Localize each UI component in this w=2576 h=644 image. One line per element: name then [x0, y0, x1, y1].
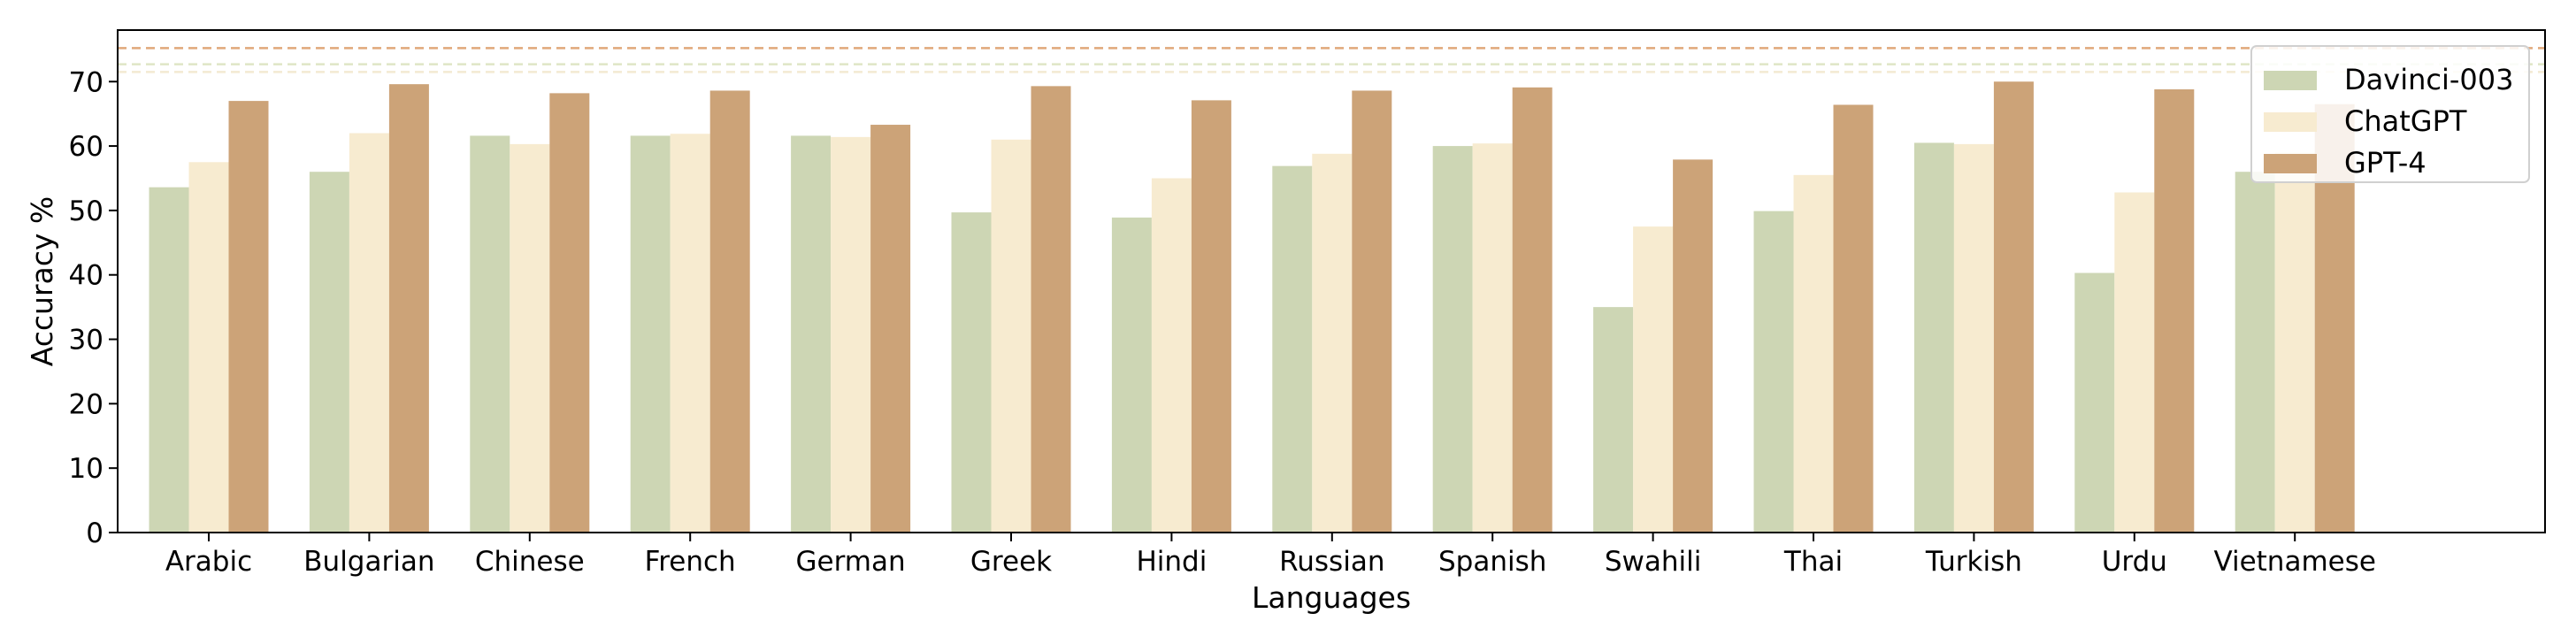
bar-chatgpt-turkish	[1953, 143, 1994, 533]
bar-davinci-003-vietnamese	[2235, 172, 2275, 533]
bar-gpt-4-french	[709, 90, 750, 533]
y-tick-label: 0	[86, 518, 104, 549]
x-tick-label: Thai	[1783, 546, 1843, 578]
x-tick-label: Urdu	[2102, 546, 2167, 578]
bar-chatgpt-spanish	[1472, 143, 1513, 533]
bar-gpt-4-spanish	[1512, 87, 1552, 533]
bar-gpt-4-urdu	[2154, 88, 2195, 533]
bar-chatgpt-russian	[1312, 153, 1353, 533]
y-tick-label: 30	[69, 325, 104, 356]
legend-box	[2250, 45, 2530, 183]
x-tick-label: Turkish	[1925, 546, 2022, 578]
y-tick-label: 10	[69, 453, 104, 485]
y-tick-label: 20	[69, 388, 104, 420]
x-tick-label: Chinese	[475, 546, 585, 578]
bar-chatgpt-vietnamese	[2274, 152, 2315, 533]
bar-gpt-4-hindi	[1191, 100, 1231, 533]
bar-chatgpt-hindi	[1151, 178, 1192, 533]
x-axis-label: Languages	[1252, 580, 1411, 615]
bar-gpt-4-german	[870, 125, 911, 533]
bar-gpt-4-russian	[1352, 90, 1392, 533]
bar-chatgpt-thai	[1793, 174, 1834, 533]
y-axis-label: Accuracy %	[25, 196, 59, 367]
y-tick-label: 60	[69, 131, 104, 163]
bar-gpt-4-chinese	[549, 93, 590, 533]
bar-chatgpt-french	[670, 134, 710, 533]
bar-davinci-003-french	[630, 135, 671, 533]
legend: Davinci-003 ChatGPT GPT-4	[2250, 45, 2530, 183]
x-tick-label: Bulgarian	[303, 546, 434, 578]
x-tick-label: German	[796, 546, 906, 578]
x-tick-label: Hindi	[1136, 546, 1207, 578]
x-tick-label: Spanish	[1438, 546, 1546, 578]
bar-chatgpt-chinese	[510, 143, 550, 533]
bar-gpt-4-arabic	[228, 101, 269, 533]
bar-chatgpt-swahili	[1633, 226, 1674, 533]
legend-swatch	[2264, 154, 2317, 173]
bar-chatgpt-arabic	[188, 162, 229, 533]
y-tick-label: 40	[69, 260, 104, 292]
bar-davinci-003-hindi	[1111, 217, 1152, 533]
bar-davinci-003-bulgarian	[309, 172, 349, 533]
bar-gpt-4-swahili	[1673, 159, 1714, 533]
bar-davinci-003-russian	[1272, 165, 1313, 533]
x-tick-label: Vietnamese	[2213, 546, 2376, 578]
bar-gpt-4-bulgarian	[388, 84, 429, 533]
bar-chatgpt-greek	[991, 139, 1031, 533]
x-tick-label: French	[645, 546, 736, 578]
bar-chatgpt-urdu	[2114, 192, 2155, 533]
bar-chatgpt-bulgarian	[349, 133, 389, 533]
x-axis: Arabic Bulgarian Chinese French German Greek H…	[165, 533, 2376, 578]
bar-gpt-4-greek	[1031, 86, 1071, 533]
legend-entry-label: GPT-4	[2344, 146, 2426, 180]
x-tick-label: Russian	[1279, 546, 1384, 578]
y-tick-label: 50	[69, 196, 104, 227]
bar-davinci-003-urdu	[2074, 272, 2115, 533]
x-tick-label: Arabic	[165, 546, 252, 578]
bar-davinci-003-thai	[1753, 211, 1794, 533]
bar-davinci-003-greek	[951, 212, 992, 533]
bar-davinci-003-turkish	[1913, 142, 1954, 533]
y-tick-label: 70	[69, 66, 104, 98]
bar-davinci-003-chinese	[470, 135, 510, 533]
bars	[149, 81, 2355, 533]
y-axis: 0 10 20 30 40 50 60 70	[69, 66, 118, 549]
x-tick-label: Swahili	[1605, 546, 1702, 578]
legend-entry-label: ChatGPT	[2344, 104, 2467, 138]
legend-entry-label: Davinci-003	[2344, 63, 2513, 96]
legend-swatch	[2264, 71, 2317, 90]
bar-gpt-4-thai	[1833, 104, 1874, 533]
bar-davinci-003-swahili	[1593, 307, 1634, 533]
reference-lines	[118, 47, 2545, 73]
bar-chatgpt-german	[831, 136, 871, 533]
bar-gpt-4-turkish	[1993, 81, 2034, 533]
legend-swatch	[2264, 112, 2317, 132]
bar-davinci-003-spanish	[1432, 146, 1473, 533]
bar-davinci-003-arabic	[149, 187, 189, 533]
bar-davinci-003-german	[791, 135, 832, 533]
x-tick-label: Greek	[970, 546, 1052, 578]
